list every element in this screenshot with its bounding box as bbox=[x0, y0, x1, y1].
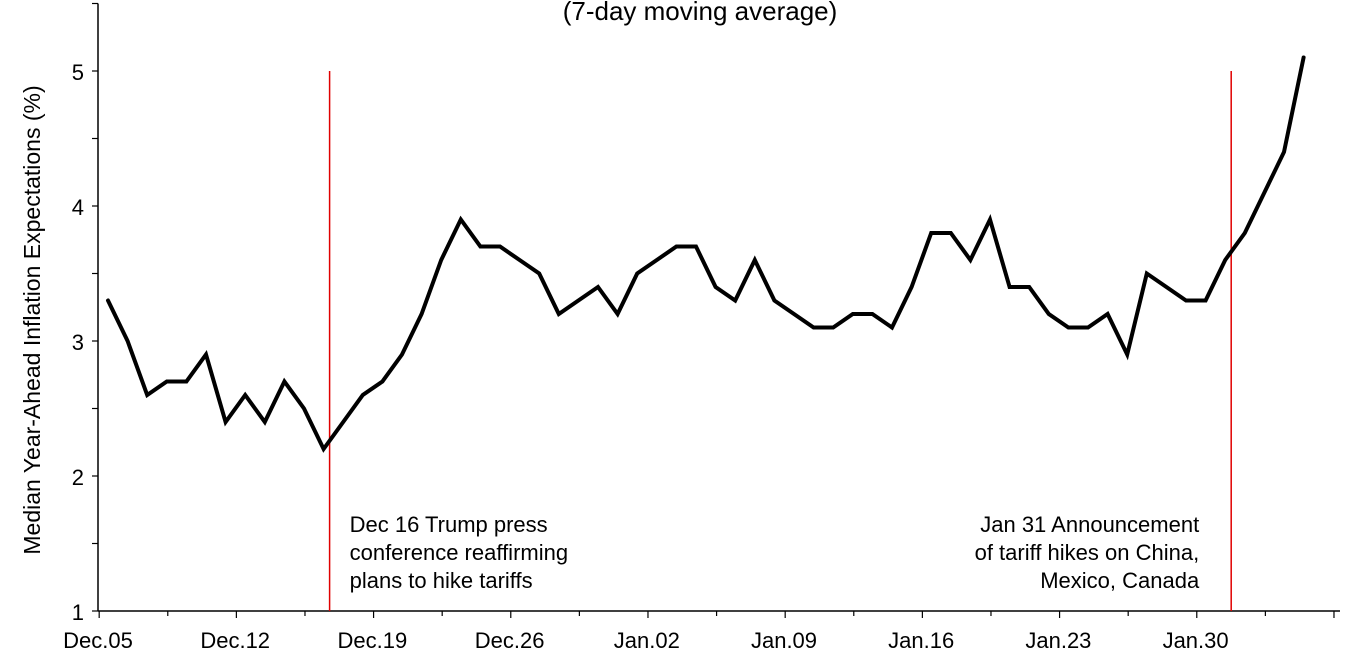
event-annotation-line: plans to hike tariffs bbox=[350, 568, 533, 593]
event-annotations: Dec 16 Trump press conference reaffirming… bbox=[350, 512, 1200, 593]
event-annotation-line: Jan 31 Announcement bbox=[980, 512, 1199, 537]
series-line bbox=[106, 55, 1306, 453]
y-tick-label: 2 bbox=[72, 465, 84, 490]
y-tick-label: 1 bbox=[72, 600, 84, 625]
axis-ticks: 1 2 3 4 5 Dec.05 Dec.12 Dec.19 Dec.26 Jan.02 Jan.0… bbox=[63, 2, 1335, 653]
y-tick-label: 4 bbox=[72, 195, 84, 220]
event-annotation-line: of tariff hikes on China, bbox=[975, 540, 1200, 565]
x-tick-label: Dec.26 bbox=[475, 628, 545, 653]
x-tick-label: Jan.16 bbox=[888, 628, 954, 653]
x-tick-label: Jan.30 bbox=[1163, 628, 1229, 653]
x-tick-label: Jan.09 bbox=[751, 628, 817, 653]
event-annotation-line: conference reaffirming bbox=[350, 540, 568, 565]
x-tick-label: Jan.02 bbox=[614, 628, 680, 653]
series-group bbox=[106, 55, 1306, 453]
y-axis-label: Median Year-Ahead Inflation Expectations… bbox=[19, 85, 45, 554]
event-annotation-line: Dec 16 Trump press bbox=[350, 512, 548, 537]
y-tick-label: 5 bbox=[72, 60, 84, 85]
x-tick-label: Dec.12 bbox=[200, 628, 270, 653]
chart-title: (7-day moving average) bbox=[563, 0, 838, 26]
x-tick-label: Jan.23 bbox=[1025, 628, 1091, 653]
x-tick-label: Dec.19 bbox=[338, 628, 408, 653]
y-tick-label: 3 bbox=[72, 330, 84, 355]
event-markers bbox=[328, 71, 1232, 611]
x-tick-label: Dec.05 bbox=[63, 628, 133, 653]
event-annotation-line: Mexico, Canada bbox=[1040, 568, 1200, 593]
